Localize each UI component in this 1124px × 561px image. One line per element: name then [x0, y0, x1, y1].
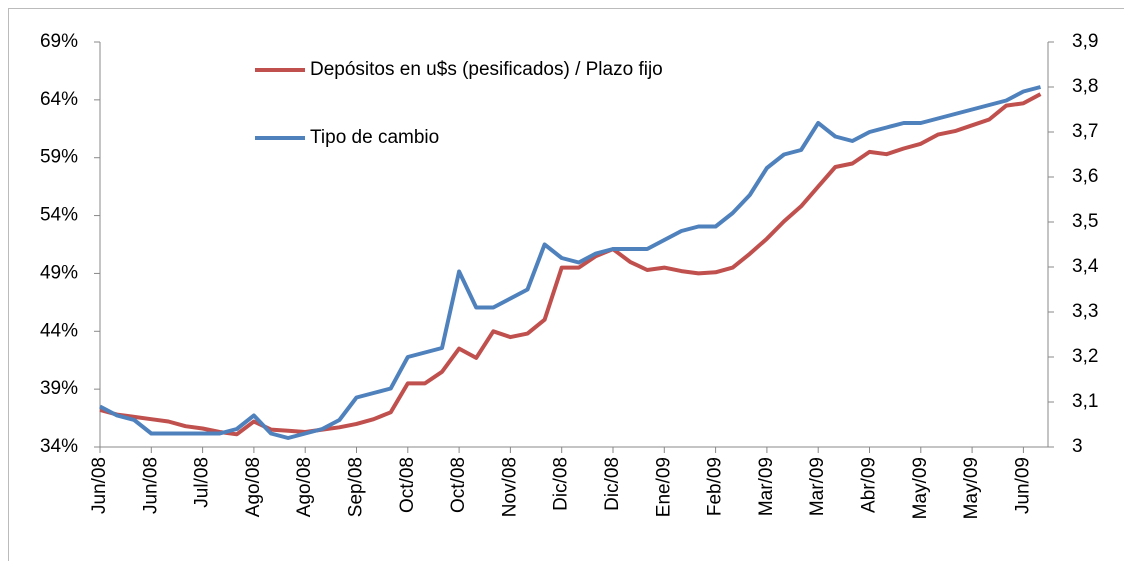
x-tick-label: Dic/08 [551, 457, 572, 511]
x-tick-label: Jul/08 [192, 457, 213, 508]
x-tick-label: Mar/09 [807, 457, 828, 516]
y-tick-label: 69% [40, 31, 78, 52]
legend-label: Depósitos en u$s (pesificados) / Plazo f… [310, 59, 663, 80]
x-tick-label: May/09 [961, 457, 982, 519]
x-tick-label: Jun/08 [89, 457, 110, 514]
x-tick-label: Jun/08 [140, 457, 161, 514]
y-tick-label: 44% [40, 320, 78, 341]
legend-label: Tipo de cambio [310, 127, 439, 148]
y2-tick-label: 3,8 [1072, 76, 1098, 97]
series-line [99, 92, 1042, 437]
y-tick-label: 49% [40, 262, 78, 283]
x-tick-label: Oct/08 [397, 457, 418, 513]
y2-tick-label: 3,6 [1072, 166, 1098, 187]
y2-tick-label: 3,3 [1072, 301, 1098, 322]
y-tick-label: 34% [40, 436, 78, 457]
y2-tick-label: 3,2 [1072, 346, 1098, 367]
x-tick-label: Nov/08 [499, 457, 520, 517]
x-tick-label: Ago/08 [294, 457, 315, 517]
x-tick-label: Ene/09 [653, 457, 674, 517]
y2-tick-label: 3,5 [1072, 211, 1098, 232]
y-tick-label: 39% [40, 378, 78, 399]
x-tick-label: Feb/09 [705, 457, 726, 516]
y-tick-label: 64% [40, 89, 78, 110]
x-tick-label: May/09 [910, 457, 931, 519]
x-tick-label: Mar/09 [756, 457, 777, 516]
y2-tick-label: 3,7 [1072, 121, 1098, 142]
y-tick-label: 59% [40, 147, 78, 168]
y2-tick-label: 3,1 [1072, 391, 1098, 412]
x-tick-label: Dic/08 [602, 457, 623, 511]
y-tick-label: 54% [40, 205, 78, 226]
y2-tick-label: 3,4 [1072, 256, 1099, 277]
y2-tick-label: 3 [1072, 436, 1083, 457]
x-tick-label: Ago/08 [243, 457, 264, 517]
x-tick-label: Sep/08 [346, 457, 367, 517]
x-tick-label: Jun/09 [1012, 457, 1033, 514]
x-tick-label: Oct/08 [448, 457, 469, 513]
y2-tick-label: 3,9 [1072, 31, 1098, 52]
chart-frame [8, 8, 1124, 561]
series-line [99, 85, 1042, 440]
x-tick-label: Abr/09 [859, 457, 880, 513]
